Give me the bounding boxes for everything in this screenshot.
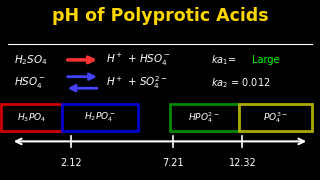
- Text: 7.21: 7.21: [162, 158, 183, 168]
- Text: $ka_2$ = 0.012: $ka_2$ = 0.012: [211, 76, 270, 90]
- Text: $HSO_4^-$: $HSO_4^-$: [14, 75, 46, 90]
- Text: $H^+$ + $HSO_4^-$: $H^+$ + $HSO_4^-$: [106, 52, 171, 68]
- Text: pH of Polyprotic Acids: pH of Polyprotic Acids: [52, 7, 268, 25]
- FancyBboxPatch shape: [170, 104, 239, 131]
- FancyBboxPatch shape: [1, 104, 62, 131]
- Text: $H_3PO_4$: $H_3PO_4$: [17, 111, 46, 124]
- Text: $H_2PO_4^-$: $H_2PO_4^-$: [84, 111, 116, 124]
- Text: $ka_1$=: $ka_1$=: [211, 53, 236, 67]
- Text: $HPO_4^{2-}$: $HPO_4^{2-}$: [188, 110, 220, 125]
- FancyBboxPatch shape: [239, 104, 312, 131]
- Text: 2.12: 2.12: [60, 158, 82, 168]
- Text: $H_2SO_4$: $H_2SO_4$: [14, 53, 48, 67]
- Text: $PO_4^{3-}$: $PO_4^{3-}$: [263, 110, 288, 125]
- FancyBboxPatch shape: [62, 104, 138, 131]
- Text: Large: Large: [252, 55, 279, 65]
- Text: $H^+$ + $SO_4^{2-}$: $H^+$ + $SO_4^{2-}$: [106, 75, 168, 91]
- Text: 12.32: 12.32: [228, 158, 256, 168]
